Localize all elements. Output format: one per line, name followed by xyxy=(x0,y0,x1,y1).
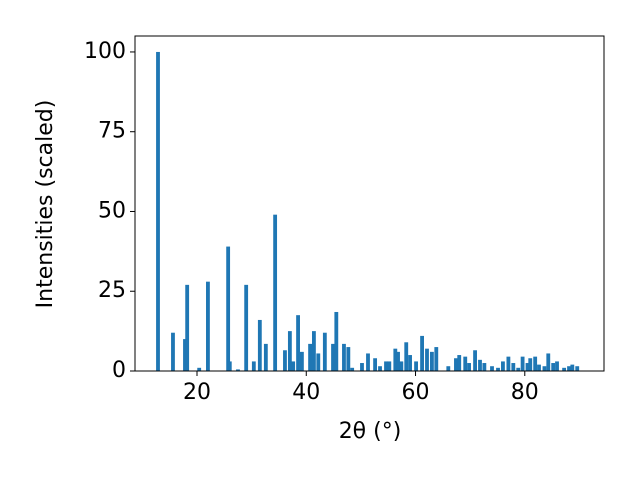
y-tick-label: 50 xyxy=(98,198,126,223)
bar xyxy=(393,348,398,371)
bar xyxy=(567,366,571,371)
bar xyxy=(227,361,232,371)
bar xyxy=(366,353,370,371)
bar xyxy=(506,356,511,371)
bar xyxy=(520,356,525,371)
bar xyxy=(425,348,429,371)
bar xyxy=(350,367,355,371)
y-axis-label: Intensities (scaled) xyxy=(33,100,58,309)
bar xyxy=(373,358,378,371)
bar xyxy=(312,331,316,371)
y-tick-label: 25 xyxy=(98,278,126,303)
bar xyxy=(551,363,556,371)
bar xyxy=(414,361,418,371)
bar xyxy=(525,363,530,371)
bar xyxy=(562,367,567,371)
bar xyxy=(542,366,547,371)
bar xyxy=(478,359,482,371)
bar xyxy=(430,351,434,371)
bar xyxy=(496,367,500,371)
x-tick-label: 80 xyxy=(511,380,539,405)
bar xyxy=(467,363,471,371)
x-tick-label: 20 xyxy=(183,380,211,405)
bar xyxy=(244,284,249,371)
bar xyxy=(575,366,580,371)
bar xyxy=(226,246,231,371)
bar xyxy=(463,356,468,371)
bar xyxy=(408,355,412,371)
bar xyxy=(360,363,364,371)
bar xyxy=(308,343,313,371)
bar xyxy=(296,315,300,371)
bar xyxy=(331,343,335,371)
bar xyxy=(537,364,541,371)
bar xyxy=(273,214,278,371)
x-tick-label: 60 xyxy=(402,380,430,405)
bar xyxy=(555,361,559,371)
bar xyxy=(454,358,458,371)
bar xyxy=(434,347,439,371)
bar xyxy=(404,342,409,371)
bar xyxy=(183,339,187,371)
bar xyxy=(257,319,262,371)
bar xyxy=(516,367,521,371)
bar xyxy=(283,350,287,371)
bar xyxy=(546,353,551,371)
bar xyxy=(206,281,210,371)
bar xyxy=(299,351,304,371)
bar xyxy=(396,351,400,371)
bar xyxy=(334,311,339,371)
bar xyxy=(251,361,256,371)
bar xyxy=(387,361,392,371)
bar xyxy=(457,355,462,371)
bar xyxy=(420,335,424,371)
bar xyxy=(399,361,404,371)
bar xyxy=(291,361,296,371)
bar xyxy=(263,343,268,371)
bar xyxy=(511,363,516,371)
bar xyxy=(501,361,505,371)
bar xyxy=(171,332,175,371)
x-axis-label: 2θ (°) xyxy=(339,419,402,444)
bar xyxy=(287,331,292,371)
bar xyxy=(316,353,321,371)
bar xyxy=(473,350,477,371)
bar xyxy=(446,366,451,371)
bar xyxy=(322,332,327,371)
bar xyxy=(490,366,494,371)
bar xyxy=(197,367,202,371)
bar xyxy=(384,361,388,371)
plot-frame xyxy=(134,35,605,372)
bar xyxy=(185,284,190,371)
y-tick-label: 0 xyxy=(112,358,126,383)
bar xyxy=(378,366,382,371)
bar xyxy=(482,363,487,371)
x-tick-label: 40 xyxy=(292,380,320,405)
bar xyxy=(342,343,346,371)
bar xyxy=(346,347,351,371)
bar xyxy=(528,358,533,371)
bar xyxy=(156,51,160,371)
bar xyxy=(570,364,575,371)
y-tick-label: 75 xyxy=(98,119,126,144)
bar xyxy=(533,356,538,371)
bar xyxy=(236,369,240,371)
y-tick-label: 100 xyxy=(84,39,126,64)
